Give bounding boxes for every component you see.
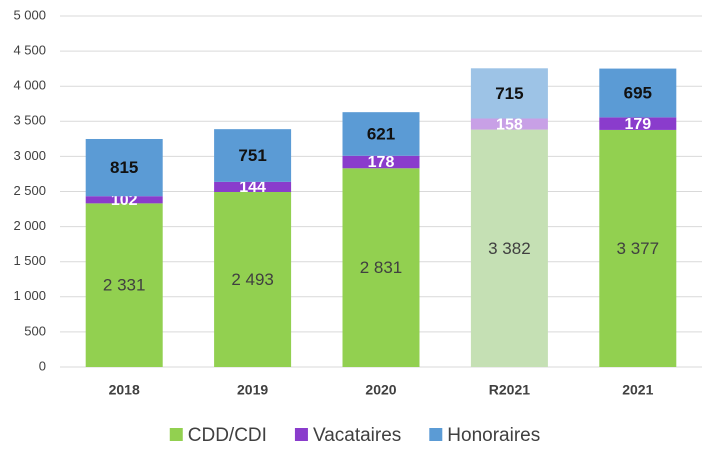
data-label: 144	[239, 179, 266, 196]
x-tick-label: 2019	[237, 382, 268, 398]
bar-segment	[470, 68, 548, 119]
x-tick-label: 2020	[365, 382, 396, 398]
bar-segment	[214, 129, 292, 182]
bar-segment	[599, 68, 677, 118]
y-tick-label: 4 500	[13, 43, 46, 58]
legend-label: CDD/CDI	[188, 425, 267, 446]
data-label: 102	[111, 192, 138, 209]
bar-segment	[599, 117, 677, 130]
data-label: 3 377	[617, 239, 660, 258]
y-tick-label: 0	[39, 358, 46, 373]
x-tick-label: 2018	[109, 382, 140, 398]
legend-label: Honoraires	[447, 425, 540, 446]
data-label: 3 382	[488, 239, 531, 258]
y-tick-label: 500	[24, 323, 46, 338]
data-label: 178	[368, 154, 395, 171]
bar-segment	[470, 118, 548, 130]
legend-label: Vacataires	[313, 425, 401, 446]
data-label: 179	[624, 116, 651, 133]
data-label: 2 831	[360, 258, 403, 277]
legend-item: Vacataires	[294, 425, 401, 446]
data-label: 2 493	[231, 270, 274, 289]
data-label: 815	[110, 158, 138, 177]
data-label: 621	[367, 124, 395, 143]
bar-segment	[85, 138, 163, 197]
data-label: 695	[624, 83, 652, 102]
bar-segment	[214, 181, 292, 192]
y-tick-label: 2 500	[13, 183, 46, 198]
legend-swatch	[169, 428, 183, 441]
y-tick-label: 1 500	[13, 253, 46, 268]
legend-swatch	[294, 428, 308, 441]
bar-segment	[214, 191, 292, 367]
y-tick-label: 3 500	[13, 113, 46, 128]
data-label: 751	[238, 146, 266, 165]
bar-segment	[342, 155, 420, 169]
data-label: 715	[495, 84, 523, 103]
legend-item: CDD/CDI	[169, 425, 267, 446]
y-tick-label: 2 000	[13, 218, 46, 233]
legend-swatch	[429, 428, 443, 441]
y-tick-label: 1 000	[13, 288, 46, 303]
data-label: 2 331	[103, 276, 146, 295]
data-label: 158	[496, 116, 523, 133]
bar-segment	[470, 129, 548, 367]
legend-item: Honoraires	[429, 425, 540, 446]
bar-segment	[599, 129, 677, 367]
bar-segment	[85, 196, 163, 204]
bar-segment	[342, 168, 420, 367]
bar-segment	[342, 112, 420, 156]
bar-segment	[85, 203, 163, 367]
x-tick-label: R2021	[489, 382, 530, 398]
y-tick-label: 5 000	[13, 7, 46, 22]
y-tick-label: 3 000	[13, 148, 46, 163]
x-tick-label: 2021	[622, 382, 653, 398]
y-tick-label: 4 000	[13, 78, 46, 93]
